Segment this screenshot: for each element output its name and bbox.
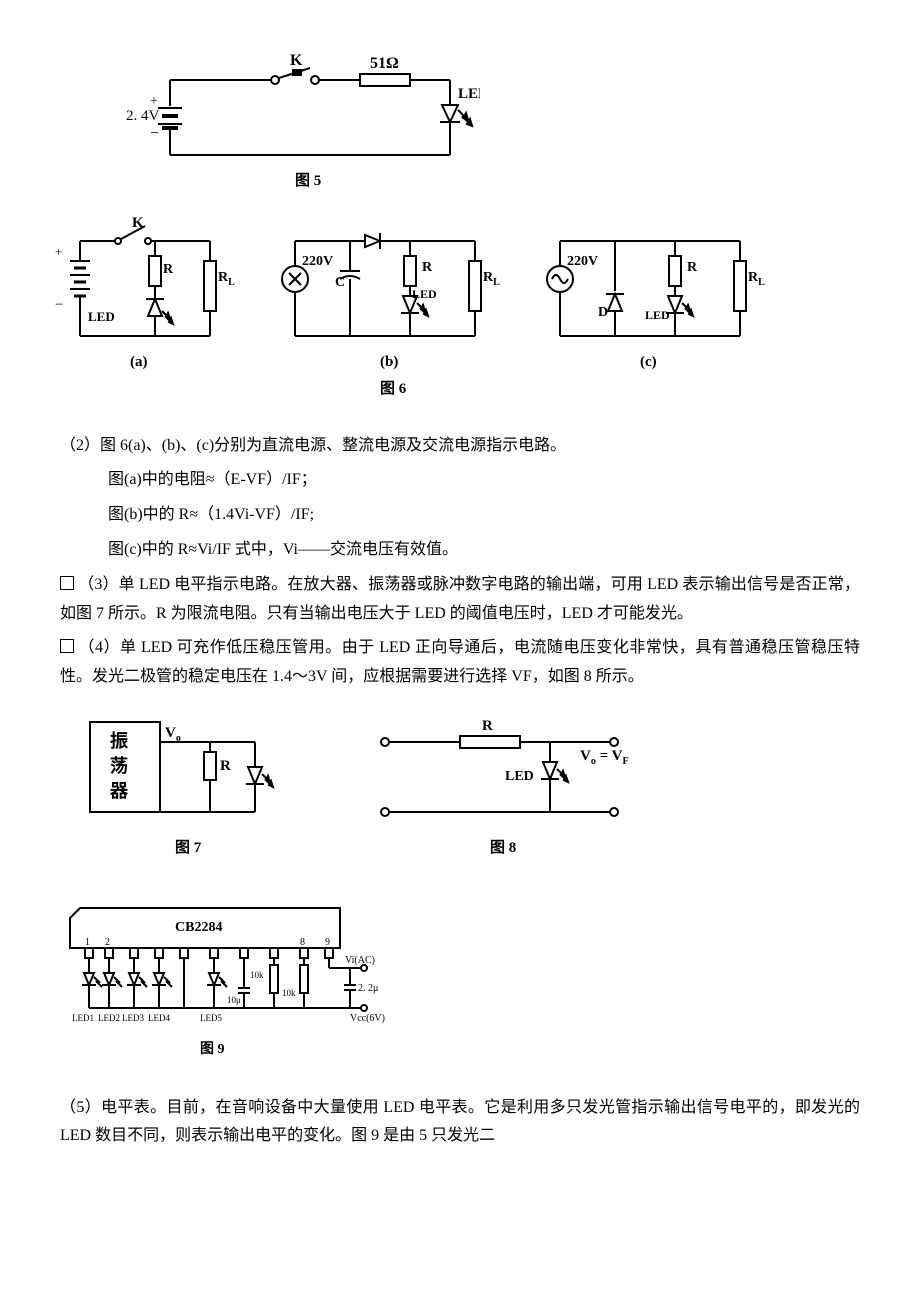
svg-text:Vcc(6V): Vcc(6V) — [350, 1013, 385, 1024]
svg-text:K: K — [132, 215, 144, 231]
svg-text:RL: RL — [748, 270, 765, 288]
svg-text:振: 振 — [110, 730, 128, 751]
figure-7: 振 荡 器 Vo R 图 7 — [80, 712, 310, 873]
svg-text:图 5: 图 5 — [295, 172, 321, 189]
svg-text:LED: LED — [645, 308, 670, 322]
svg-text:LED4: LED4 — [148, 1013, 170, 1023]
svg-text:LED5: LED5 — [200, 1013, 222, 1023]
svg-text:Vo = VF: Vo = VF — [580, 748, 629, 767]
para-3: （3）单 LED 电平指示电路。在放大器、振荡器或脉冲数字电路的输出端，可用 L… — [60, 571, 860, 629]
svg-text:(c): (c) — [640, 354, 657, 370]
svg-text:LED: LED — [458, 86, 480, 102]
svg-text:−: − — [150, 125, 159, 142]
svg-text:R: R — [163, 262, 174, 277]
svg-text:(a): (a) — [130, 354, 148, 370]
svg-text:C: C — [335, 275, 345, 290]
svg-text:LED: LED — [88, 309, 115, 324]
para-2b: 图(b)中的 R≈（1.4Vi-VF）/IF; — [60, 501, 860, 530]
figure-8: R LED Vo = VF 图 8 — [370, 712, 650, 873]
svg-text:2: 2 — [105, 937, 110, 948]
svg-text:D: D — [598, 305, 608, 320]
svg-text:Vi(AC): Vi(AC) — [345, 955, 375, 966]
para-2a: 图(a)中的电阻≈（E-VF）/IF； — [60, 466, 860, 495]
box-icon — [60, 576, 74, 590]
svg-text:图 8: 图 8 — [490, 839, 516, 856]
svg-text:器: 器 — [109, 781, 129, 801]
svg-text:RL: RL — [483, 270, 500, 288]
svg-text:LED: LED — [412, 287, 437, 301]
svg-text:LED2: LED2 — [98, 1013, 120, 1023]
para-2c: 图(c)中的 R≈Vi/IF 式中，Vi——交流电压有效值。 — [60, 536, 860, 565]
figure-6: K + − R RL LED (a) — [50, 211, 860, 412]
svg-text:R: R — [220, 758, 231, 774]
svg-text:LED3: LED3 — [122, 1013, 144, 1023]
fig6-svg: K + − R RL LED (a) — [50, 211, 770, 401]
svg-text:−: − — [55, 297, 63, 313]
svg-text:9: 9 — [325, 937, 330, 948]
svg-text:10μ: 10μ — [227, 995, 241, 1005]
para-4: （4）单 LED 可充作低压稳压管用。由于 LED 正向导通后，电流随电压变化非… — [60, 634, 860, 692]
svg-text:图 7: 图 7 — [175, 839, 202, 856]
svg-text:K: K — [290, 52, 303, 69]
fig5-svg: K 51Ω LED 2. 4V + − 图 5 — [120, 50, 480, 190]
svg-text:图 9: 图 9 — [200, 1041, 225, 1057]
svg-text:+: + — [55, 244, 62, 259]
svg-text:LED: LED — [505, 769, 534, 784]
svg-text:220V: 220V — [567, 254, 598, 269]
svg-text:CB2284: CB2284 — [175, 920, 222, 935]
svg-text:2. 2μ: 2. 2μ — [358, 983, 378, 994]
svg-text:1: 1 — [85, 937, 90, 948]
box-icon — [60, 639, 74, 653]
para-2: （2）图 6(a)、(b)、(c)分别为直流电源、整流电源及交流电源指示电路。 — [60, 432, 860, 461]
svg-text:220V: 220V — [302, 254, 333, 269]
svg-text:10k: 10k — [250, 970, 264, 980]
svg-text:2. 4V: 2. 4V — [126, 108, 160, 124]
svg-text:荡: 荡 — [110, 755, 128, 776]
svg-text:8: 8 — [300, 937, 305, 948]
figure-5: K 51Ω LED 2. 4V + − 图 5 — [120, 50, 860, 201]
svg-text:51Ω: 51Ω — [370, 55, 399, 72]
figure-7-8-row: 振 荡 器 Vo R 图 7 — [80, 712, 860, 873]
svg-text:+: + — [150, 94, 158, 109]
svg-text:10k: 10k — [282, 988, 296, 998]
figure-9: CB2284 1 2 8 9 LED1 LED2 LED3 LED4 LED5 … — [60, 893, 860, 1074]
svg-text:R: R — [687, 260, 698, 275]
svg-text:图 6: 图 6 — [380, 380, 407, 397]
svg-text:R: R — [422, 260, 433, 275]
svg-text:LED1: LED1 — [72, 1013, 94, 1023]
svg-text:RL: RL — [218, 270, 235, 288]
svg-text:(b): (b) — [380, 354, 398, 370]
para-5: （5）电平表。目前，在音响设备中大量使用 LED 电平表。它是利用多只发光管指示… — [60, 1094, 860, 1152]
svg-text:R: R — [482, 718, 493, 734]
